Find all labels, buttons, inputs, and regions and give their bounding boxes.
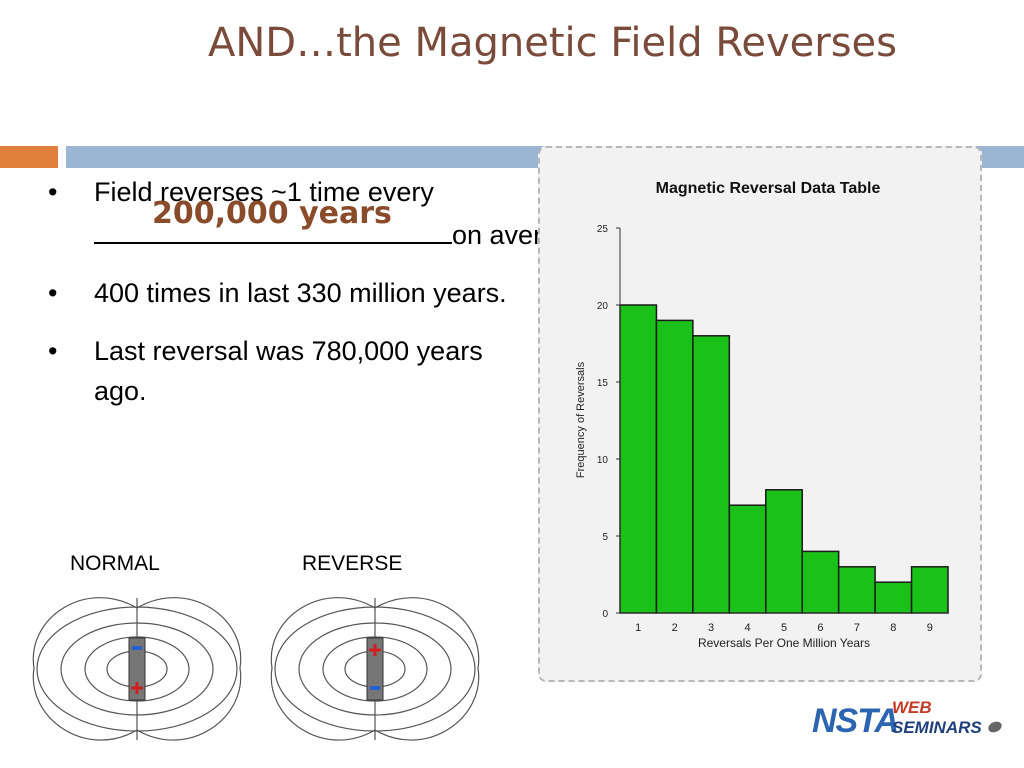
blank-answer: 200,000 years [152, 196, 392, 231]
chart-x-tick-label: 1 [635, 622, 641, 634]
slide-title: AND…the Magnetic Field Reverses [208, 20, 897, 66]
bullet-dot: • [48, 336, 58, 366]
chart-y-tick-label: 0 [602, 609, 608, 620]
chart-x-tick-label: 4 [744, 622, 750, 634]
bullet-list: • Field reverses ~1 time every 200,000 y… [48, 172, 595, 429]
logo-web-text: WEB [892, 698, 932, 717]
chart-bar [874, 581, 913, 614]
chart-panel: Magnetic Reversal Data Table Frequency o… [538, 146, 982, 682]
reverse-magnet-field-icon [270, 597, 480, 741]
chart-x-tick-label: 6 [817, 622, 823, 634]
chart-bar [801, 550, 840, 614]
chart-x-tick-label: 8 [890, 622, 896, 634]
chart-bar [910, 566, 949, 614]
title-accent-bar [0, 146, 58, 168]
chart-y-tick-label: 20 [597, 301, 609, 312]
chart-bar [837, 566, 876, 614]
bullet-item: • Last reversal was 780,000 years ago. [48, 331, 528, 411]
answer-blank-line: 200,000 years [94, 196, 452, 244]
chart-y-tick-label: 25 [597, 224, 609, 235]
chart-bar [728, 504, 767, 614]
chart-x-tick-label: 7 [854, 622, 860, 634]
bullet-item: • 400 times in last 330 million years. [48, 273, 528, 313]
chart-bar [765, 489, 803, 614]
reverse-label: REVERSE [302, 552, 403, 575]
chart-x-tick-label: 2 [672, 622, 678, 634]
chart-y-tick-label: 15 [597, 378, 609, 389]
logo-seminars-text: SEMINARS [892, 718, 982, 737]
reversal-bar-chart: Magnetic Reversal Data Table Frequency o… [575, 180, 949, 650]
chart-y-tick-label: 10 [597, 455, 609, 466]
chart-bar [692, 335, 731, 614]
nsta-web-seminars-logo: NSTA WEB SEMINARS [812, 696, 1012, 746]
chart-x-tick-label: 9 [927, 622, 933, 634]
fill-in-blank: 200,000 years on average. [94, 196, 595, 250]
chart-bar [655, 319, 694, 614]
chart-plot-area: 0 5 10 15 20 25 1 2 3 4 5 6 7 8 9 [597, 224, 949, 634]
chart-y-tick-label: 5 [602, 532, 608, 543]
bullet-text: Last reversal was 780,000 years ago. [94, 336, 483, 406]
bullet-item: • Field reverses ~1 time every 200,000 y… [48, 172, 595, 255]
bullet-dot: • [48, 278, 58, 308]
chart-bar [619, 304, 658, 614]
bullet-dot: • [48, 177, 58, 207]
normal-magnet-field-icon [32, 597, 242, 741]
mouse-icon [986, 719, 1004, 735]
bullet-text: Field reverses ~1 time every [94, 177, 434, 207]
bullet-text: 400 times in last 330 million years. [94, 278, 507, 308]
chart-x-axis-label: Reversals Per One Million Years [698, 636, 870, 650]
chart-x-tick-label: 5 [781, 622, 787, 634]
logo-nsta-text: NSTA [812, 702, 899, 740]
chart-title: Magnetic Reversal Data Table [656, 180, 881, 197]
chart-y-axis-label: Frequency of Reversals [575, 361, 587, 478]
normal-label: NORMAL [70, 552, 160, 575]
chart-x-tick-label: 3 [708, 622, 714, 634]
